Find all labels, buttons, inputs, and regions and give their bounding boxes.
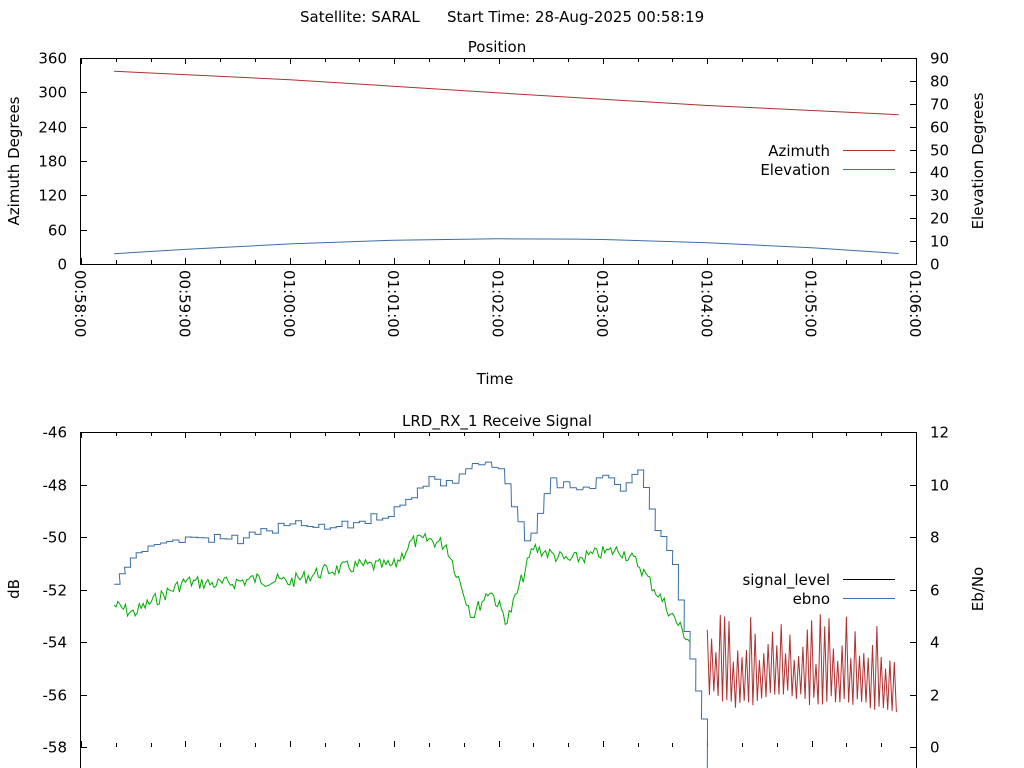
azimuth-series-line: [114, 70, 899, 116]
receive-signal-chart: LRD_RX_1 Receive Signal -46-48-50-52-54-…: [5, 412, 987, 768]
db-tick-label: -48: [43, 477, 68, 495]
legend-azimuth-label: Azimuth: [768, 142, 830, 160]
time-tick-label: 01:00:00: [280, 270, 298, 337]
azimuth-tick-label: 240: [38, 119, 67, 137]
ebno-tick-label: 0: [930, 739, 940, 757]
elevation-axis-label: Elevation Degrees: [969, 92, 987, 229]
db-axis-label: dB: [5, 579, 23, 599]
elevation-tick-label: 80: [930, 73, 949, 91]
signal-level-series-line-good: [113, 532, 691, 643]
elevation-tick-label: 20: [930, 210, 949, 228]
ebno-tick-label: 8: [930, 529, 940, 547]
receive-signal-title: LRD_RX_1 Receive Signal: [402, 412, 592, 431]
ebno-tick-label: 2: [930, 687, 940, 705]
elevation-tick-label: 50: [930, 142, 949, 160]
position-ticks: [81, 58, 917, 265]
azimuth-tick-label: 60: [48, 222, 67, 240]
elevation-tick-label: 10: [930, 233, 949, 251]
time-tick-label: 00:58:00: [71, 270, 89, 337]
time-tick-labels: 00:58:00 00:59:00 01:00:00 01:01:00 01:02:00…: [71, 270, 924, 337]
azimuth-axis-label: Azimuth Degrees: [5, 96, 23, 225]
legend-ebno-label: ebno: [793, 590, 830, 608]
elevation-tick-label: 40: [930, 164, 949, 182]
legend-signal-level-label: signal_level: [742, 571, 830, 590]
position-chart-title: Position: [468, 38, 526, 56]
azimuth-tick-label: 120: [38, 187, 67, 205]
db-tick-label: -50: [43, 529, 68, 547]
elevation-tick-label: 0: [930, 256, 940, 274]
time-tick-label: 01:05:00: [802, 270, 820, 337]
time-tick-label: 01:02:00: [489, 270, 507, 337]
ebno-tick-label: 4: [930, 634, 940, 652]
ebno-tick-label: 6: [930, 582, 940, 600]
time-tick-label: 01:06:00: [906, 270, 924, 337]
receive-plot-frame: [80, 432, 917, 768]
db-tick-label: -52: [43, 582, 68, 600]
time-tick-label: 01:04:00: [697, 270, 715, 337]
ebno-tick-label: 12: [930, 424, 949, 442]
time-tick-label: 01:03:00: [593, 270, 611, 337]
time-axis-label: Time: [476, 370, 514, 388]
time-tick-label: 00:59:00: [175, 270, 193, 337]
ebno-axis-label: Eb/No: [969, 567, 987, 611]
position-chart: Position 0 60 120 180 240 300 360 0 10 20 30 40 50 6…: [5, 38, 987, 388]
db-tick-label: -58: [43, 739, 68, 757]
start-time-label: Start Time: 28-Aug-2025 00:58:19: [447, 8, 704, 26]
satellite-label: Satellite: SARAL: [300, 8, 420, 26]
ebno-tick-label: 10: [930, 477, 949, 495]
azimuth-tick-label: 300: [38, 84, 67, 102]
time-tick-label: 01:01:00: [384, 270, 402, 337]
db-tick-label: -56: [43, 687, 68, 705]
azimuth-tick-label: 180: [38, 153, 67, 171]
elevation-tick-label: 60: [930, 119, 949, 137]
azimuth-tick-label: 360: [38, 50, 67, 68]
db-tick-label: -46: [43, 424, 68, 442]
elevation-tick-labels: 0 10 20 30 40 50 60 70 80 90: [930, 50, 949, 274]
db-tick-labels: -46 -48 -50 -52 -54 -56 -58: [43, 424, 68, 757]
ebno-tick-labels: 12 10 8 6 4 2 0: [930, 424, 949, 757]
signal-level-series-line-low: [706, 614, 897, 713]
position-plot-frame: [80, 58, 917, 265]
azimuth-tick-label: 0: [57, 256, 67, 274]
azimuth-tick-labels: 0 60 120 180 240 300 360: [38, 50, 67, 274]
elevation-series-line: [114, 238, 899, 255]
legend-elevation-label: Elevation: [760, 161, 830, 179]
elevation-tick-label: 30: [930, 187, 949, 205]
ebno-series-line: [114, 461, 709, 768]
db-tick-label: -54: [43, 634, 68, 652]
elevation-tick-label: 70: [930, 96, 949, 114]
elevation-tick-label: 90: [930, 50, 949, 68]
receive-ticks: [81, 432, 917, 748]
